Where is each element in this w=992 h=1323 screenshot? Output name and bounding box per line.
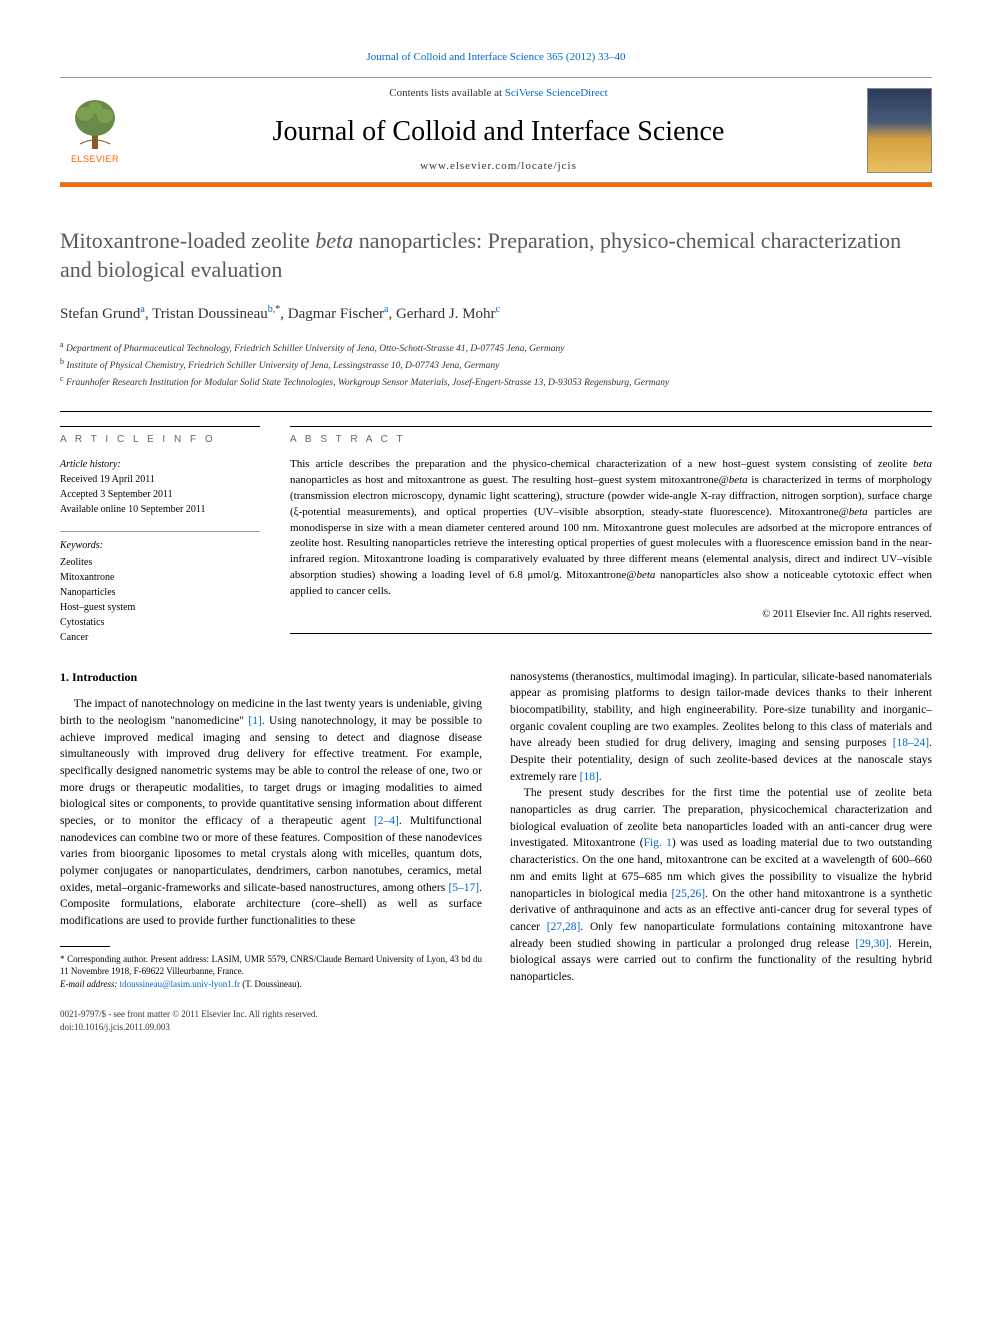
- info-abstract-row: A R T I C L E I N F O Article history: R…: [60, 411, 932, 645]
- abstract-bottom-rule: [290, 633, 932, 634]
- article-title: Mitoxantrone-loaded zeolite beta nanopar…: [60, 227, 932, 284]
- left-column: 1. Introduction The impact of nanotechno…: [60, 669, 482, 991]
- journal-header-banner: ELSEVIER Contents lists available at Sci…: [60, 77, 932, 183]
- footer-front-matter: 0021-9797/$ - see front matter © 2011 El…: [60, 1008, 932, 1021]
- journal-citation-top[interactable]: Journal of Colloid and Interface Science…: [60, 50, 932, 65]
- article-info-column: A R T I C L E I N F O Article history: R…: [60, 426, 260, 645]
- affiliation-line: c Fraunhofer Research Institution for Mo…: [60, 373, 932, 390]
- right-para-2: The present study describes for the firs…: [510, 785, 932, 985]
- sciencedirect-link[interactable]: SciVerse ScienceDirect: [505, 87, 608, 99]
- figure-link[interactable]: Fig. 1: [644, 837, 672, 849]
- page-container: Journal of Colloid and Interface Science…: [0, 0, 992, 1074]
- abstract-heading: A B S T R A C T: [290, 433, 932, 447]
- intro-para-1: The impact of nanotechnology on medicine…: [60, 696, 482, 929]
- footnote-email-line: E-mail address: tdoussineau@lasim.univ-l…: [60, 978, 482, 991]
- header-center: Contents lists available at SciVerse Sci…: [150, 86, 847, 174]
- title-italic: beta: [315, 228, 353, 253]
- page-footer: 0021-9797/$ - see front matter © 2011 El…: [60, 1008, 932, 1033]
- publisher-label: ELSEVIER: [71, 153, 119, 166]
- ref-link[interactable]: [1]: [248, 715, 261, 727]
- ref-link[interactable]: [25,26]: [672, 888, 706, 900]
- article-history: Article history: Received 19 April 2011 …: [60, 457, 260, 517]
- footer-doi: doi:10.1016/j.jcis.2011.09.003: [60, 1021, 932, 1034]
- affiliations: a Department of Pharmaceutical Technolog…: [60, 339, 932, 391]
- body-two-column: 1. Introduction The impact of nanotechno…: [60, 669, 932, 991]
- abstract-text: This article describes the preparation a…: [290, 457, 932, 600]
- keyword-item: Host–guest system: [60, 600, 260, 615]
- introduction-heading: 1. Introduction: [60, 669, 482, 686]
- email-label: E-mail address:: [60, 979, 120, 989]
- ref-link[interactable]: [29,30]: [855, 938, 889, 950]
- keyword-item: Zeolites: [60, 555, 260, 570]
- keyword-item: Cytostatics: [60, 615, 260, 630]
- ref-link[interactable]: [18]: [580, 771, 599, 783]
- keywords-label: Keywords:: [60, 538, 260, 553]
- authors-line: Stefan Grunda, Tristan Doussineaub,*, Da…: [60, 303, 932, 325]
- email-link[interactable]: tdoussineau@lasim.univ-lyon1.fr: [120, 979, 240, 989]
- journal-url[interactable]: www.elsevier.com/locate/jcis: [150, 159, 847, 174]
- keyword-item: Nanoparticles: [60, 585, 260, 600]
- ref-link[interactable]: [18–24]: [893, 737, 929, 749]
- contents-prefix: Contents lists available at: [389, 87, 504, 99]
- accent-bar: [60, 183, 932, 187]
- ref-link[interactable]: [5–17]: [448, 882, 479, 894]
- publisher-logo: ELSEVIER: [60, 90, 130, 170]
- journal-cover-thumbnail: [867, 88, 932, 173]
- right-para-1: nanosystems (theranostics, multimodal im…: [510, 669, 932, 786]
- affiliation-line: a Department of Pharmaceutical Technolog…: [60, 339, 932, 356]
- right-column: nanosystems (theranostics, multimodal im…: [510, 669, 932, 991]
- keyword-item: Cancer: [60, 630, 260, 645]
- article-info-heading: A R T I C L E I N F O: [60, 433, 260, 447]
- copyright-line: © 2011 Elsevier Inc. All rights reserved…: [290, 608, 932, 623]
- abstract-column: A B S T R A C T This article describes t…: [290, 426, 932, 645]
- title-pre: Mitoxantrone-loaded zeolite: [60, 228, 315, 253]
- history-received: Received 19 April 2011: [60, 472, 260, 487]
- keyword-item: Mitoxantrone: [60, 570, 260, 585]
- corresponding-author-footnote: * Corresponding author. Present address:…: [60, 953, 482, 991]
- email-suffix: (T. Doussineau).: [240, 979, 302, 989]
- journal-name: Journal of Colloid and Interface Science: [150, 112, 847, 151]
- history-accepted: Accepted 3 September 2011: [60, 487, 260, 502]
- ref-link[interactable]: [27,28]: [547, 921, 581, 933]
- history-online: Available online 10 September 2011: [60, 502, 260, 517]
- footnote-text: * Corresponding author. Present address:…: [60, 953, 482, 978]
- keywords-block: Keywords: ZeolitesMitoxantroneNanopartic…: [60, 531, 260, 645]
- elsevier-tree-icon: [70, 96, 120, 151]
- history-label: Article history:: [60, 457, 260, 472]
- footnote-separator: [60, 946, 110, 947]
- ref-link[interactable]: [2–4]: [374, 815, 399, 827]
- contents-available-line: Contents lists available at SciVerse Sci…: [150, 86, 847, 101]
- affiliation-line: b Institute of Physical Chemistry, Fried…: [60, 356, 932, 373]
